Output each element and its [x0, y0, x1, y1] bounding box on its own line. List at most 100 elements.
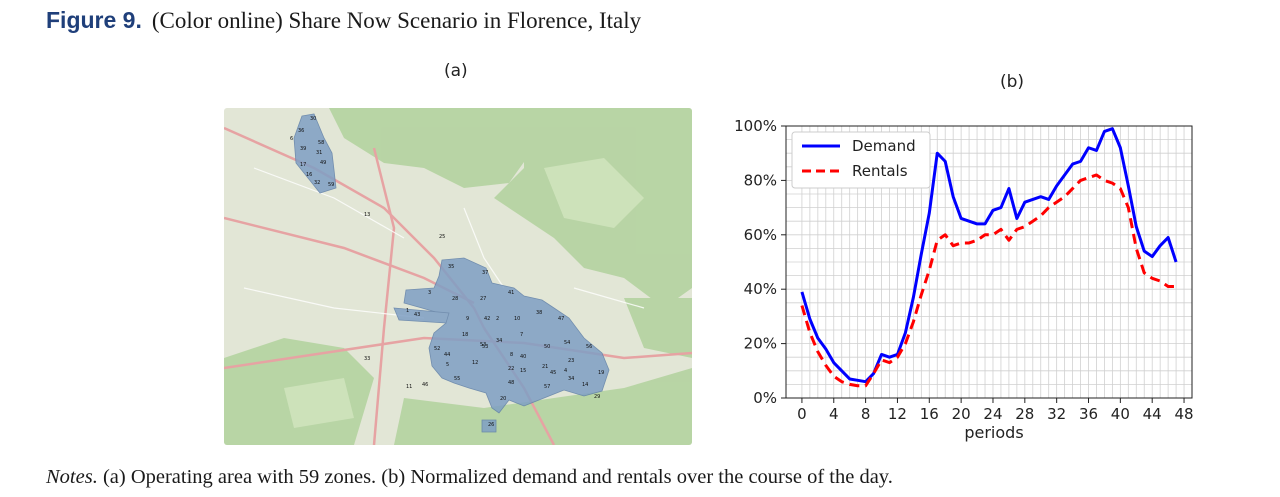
zone-label: 8	[510, 352, 513, 358]
y-axis-ticks: 0% 20% 40% 60% 80% 100%	[734, 117, 786, 407]
x-tick-label: 32	[1047, 405, 1066, 423]
zone-label: 42	[484, 316, 490, 322]
zone-label: 3	[428, 290, 431, 296]
zone-label: 29	[594, 394, 600, 400]
zone-cluster-north	[293, 113, 337, 194]
figure-caption: (Color online) Share Now Scenario in Flo…	[151, 8, 642, 33]
zone-label: 26	[488, 422, 494, 428]
zone-label: 11	[406, 384, 412, 390]
zone-label: 53	[482, 344, 488, 350]
zone-label: 33	[364, 356, 370, 362]
operating-zones	[293, 113, 610, 433]
zone-label: 25	[439, 234, 445, 240]
y-tick-label: 100%	[734, 117, 777, 135]
zone-label: 6	[290, 136, 293, 142]
zone-label: 46	[422, 382, 428, 388]
zone-label: 49	[320, 160, 326, 166]
zone-label: 38	[536, 310, 542, 316]
zone-label: 37	[482, 270, 488, 276]
zone-label: 12	[472, 360, 478, 366]
zone-label: 23	[568, 358, 574, 364]
zone-label: 19	[598, 370, 604, 376]
x-tick-label: 28	[1015, 405, 1034, 423]
legend-rentals-label: Rentals	[852, 162, 908, 180]
zone-label: 40	[520, 354, 526, 360]
x-tick-label: 8	[861, 405, 871, 423]
plot-area-frame	[785, 125, 1193, 399]
zone-label: 5	[446, 362, 449, 368]
zone-label: 17	[300, 162, 306, 168]
y-tick-label: 40%	[744, 280, 777, 298]
chart-series	[800, 127, 1178, 388]
y-tick-label: 0%	[753, 389, 777, 407]
zone-label: 34	[496, 338, 502, 344]
zone-label: 16	[306, 172, 312, 178]
zone-label: 43	[414, 312, 420, 318]
zone-label: 15	[520, 368, 526, 374]
zone-label: 55	[454, 376, 460, 382]
notes-text: (a) Operating area with 59 zones. (b) No…	[102, 466, 893, 488]
notes-label: Notes.	[46, 466, 98, 488]
zone-south	[481, 419, 497, 433]
x-tick-label: 4	[829, 405, 839, 423]
zone-label: 28	[452, 296, 458, 302]
x-tick-label: 0	[797, 405, 807, 423]
zone-label: 56	[586, 344, 592, 350]
zone-label: 57	[544, 384, 550, 390]
series-line-rentals	[800, 173, 1177, 388]
zone-label: 7	[520, 332, 523, 338]
zone-label: 59	[328, 182, 334, 188]
panel-a-label: (a)	[444, 61, 468, 81]
x-axis-ticks: 0 4 8 12 16 20 24 28 32 36 40 44 48	[797, 398, 1194, 423]
zone-label: 27	[480, 296, 486, 302]
panel-b-label: (b)	[1000, 72, 1025, 92]
chart-grid	[786, 125, 1192, 399]
figure-notes: Notes. (a) Operating area with 59 zones.…	[46, 466, 893, 489]
legend-demand-label: Demand	[852, 137, 916, 155]
x-tick-label: 48	[1174, 405, 1193, 423]
y-tick-label: 60%	[744, 226, 777, 244]
x-tick-label: 36	[1079, 405, 1098, 423]
zone-label: 52	[434, 346, 440, 352]
x-tick-label: 16	[920, 405, 939, 423]
zone-label: 20	[500, 396, 506, 402]
x-tick-label: 20	[952, 405, 971, 423]
y-tick-label: 80%	[744, 171, 777, 189]
x-tick-label: 12	[888, 405, 907, 423]
figure-label: Figure 9.	[46, 7, 142, 33]
y-tick-label: 20%	[744, 335, 777, 353]
x-tick-label: 40	[1111, 405, 1130, 423]
zone-west	[393, 307, 450, 324]
zone-label: 54	[564, 340, 570, 346]
series-line-demand	[800, 127, 1178, 384]
zone-label: 34	[568, 376, 574, 382]
zone-label: 4	[564, 368, 567, 374]
zone-label: 18	[462, 332, 468, 338]
zone-label: 21	[542, 364, 548, 370]
zone-label: 1	[406, 308, 409, 314]
x-tick-label: 24	[983, 405, 1002, 423]
x-axis-label: periods	[964, 423, 1023, 442]
zone-label: 53	[480, 342, 486, 348]
zone-label: 58	[318, 140, 324, 146]
zone-label: 41	[508, 290, 514, 296]
zone-label: 14	[582, 382, 588, 388]
zone-label: 32	[314, 180, 320, 186]
zone-label: 47	[558, 316, 564, 322]
minor-roads	[243, 167, 645, 319]
figure-title: Figure 9. (Color online) Share Now Scenar…	[46, 7, 641, 34]
zone-label: 22	[508, 366, 514, 372]
zone-label: 48	[508, 380, 514, 386]
zone-label: 36	[298, 128, 304, 134]
zone-label: 35	[448, 264, 454, 270]
zone-label: 9	[466, 316, 469, 322]
x-tick-label: 44	[1143, 405, 1162, 423]
zone-label: 45	[550, 370, 556, 376]
light-green-patches	[284, 158, 644, 428]
zone-label: 10	[514, 316, 520, 322]
zone-label: 31	[316, 150, 322, 156]
chart-legend: Demand Rentals	[791, 131, 931, 189]
zone-label: 39	[300, 146, 306, 152]
